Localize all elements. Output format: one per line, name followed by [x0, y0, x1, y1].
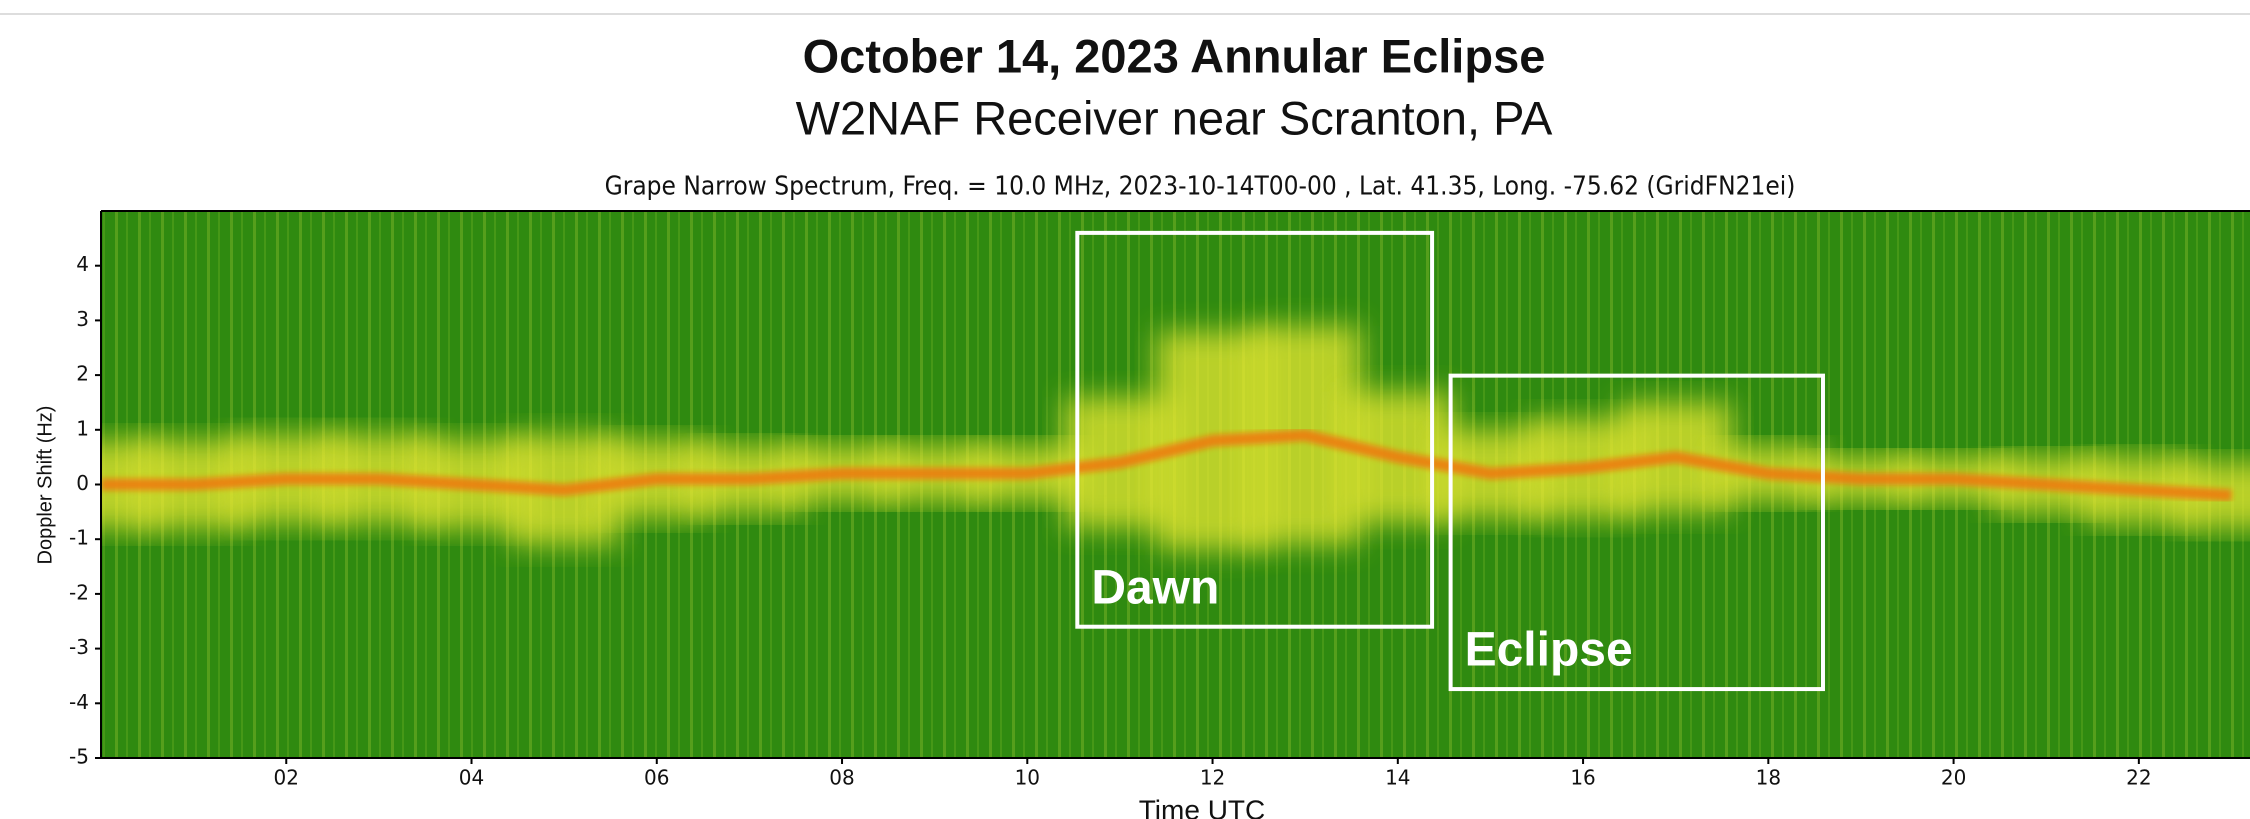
- chart: October 14, 2023 Annular Eclipse W2NAF R…: [0, 0, 2250, 819]
- plot-title: Grape Narrow Spectrum, Freq. = 10.0 MHz,…: [605, 172, 1796, 202]
- x-tick-label: 20: [1941, 766, 1966, 790]
- x-tick-label: 06: [644, 766, 669, 790]
- y-tick-label: -3: [69, 635, 89, 659]
- y-tick-label: 4: [76, 252, 89, 276]
- x-tick-label: 04: [459, 766, 484, 790]
- x-tick-label: 18: [1756, 766, 1781, 790]
- y-tick-label: -4: [69, 690, 89, 714]
- x-tick-label: 10: [1015, 766, 1040, 790]
- y-axis-label: Doppler Shift (Hz): [34, 406, 56, 565]
- annotation-label: Dawn: [1091, 561, 1219, 614]
- x-tick-label: 14: [1385, 766, 1410, 790]
- y-tick-label: 2: [76, 362, 89, 386]
- y-tick-label: -2: [69, 580, 89, 604]
- y-tick-label: 1: [76, 416, 89, 440]
- x-tick-label: 02: [274, 766, 299, 790]
- x-tick-label: 22: [2126, 766, 2151, 790]
- y-tick-label: -1: [69, 526, 89, 550]
- annotation-label: Eclipse: [1465, 624, 1633, 677]
- y-tick-label: -5: [69, 745, 89, 769]
- chart-title: October 14, 2023 Annular Eclipse: [803, 29, 1546, 82]
- y-tick-label: 0: [76, 471, 89, 495]
- x-tick-label: 12: [1200, 766, 1225, 790]
- x-tick-label: 08: [829, 766, 854, 790]
- chart-subtitle: W2NAF Receiver near Scranton, PA: [796, 91, 1553, 144]
- x-tick-label: 16: [1570, 766, 1595, 790]
- plot-area: [45, 211, 2250, 758]
- x-axis-label: Time UTC: [1139, 794, 1266, 819]
- y-tick-label: 3: [76, 307, 89, 331]
